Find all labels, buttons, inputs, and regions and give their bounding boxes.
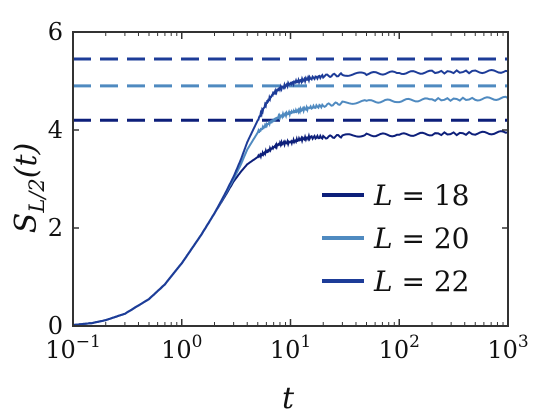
x-axis-title: t [282,381,295,416]
y-tick-label: 4 [48,116,63,144]
series-line [72,68,509,326]
y-axis-title: SL/2(t) [9,143,49,233]
x-tick-label: 100 [161,332,202,364]
y-tick-label: 6 [48,18,63,46]
legend-label: L = 22 [373,265,469,298]
y-tick-label: 2 [48,214,63,242]
x-tick-label: 10−1 [45,332,101,364]
legend-label: L = 18 [373,179,469,212]
x-tick-label: 103 [487,332,528,364]
y-tick-label: 0 [48,312,63,340]
saturation-lines [73,57,508,122]
y-axis-ticks: 0 2 4 6 [48,18,508,340]
legend: L = 18 L = 20 L = 22 [322,179,469,298]
x-tick-label: 101 [270,332,311,364]
x-tick-label: 102 [379,332,420,364]
series-lines [72,68,509,326]
x-axis-ticks: 10−1 100 101 102 103 [45,32,529,364]
legend-label: L = 20 [373,222,469,255]
